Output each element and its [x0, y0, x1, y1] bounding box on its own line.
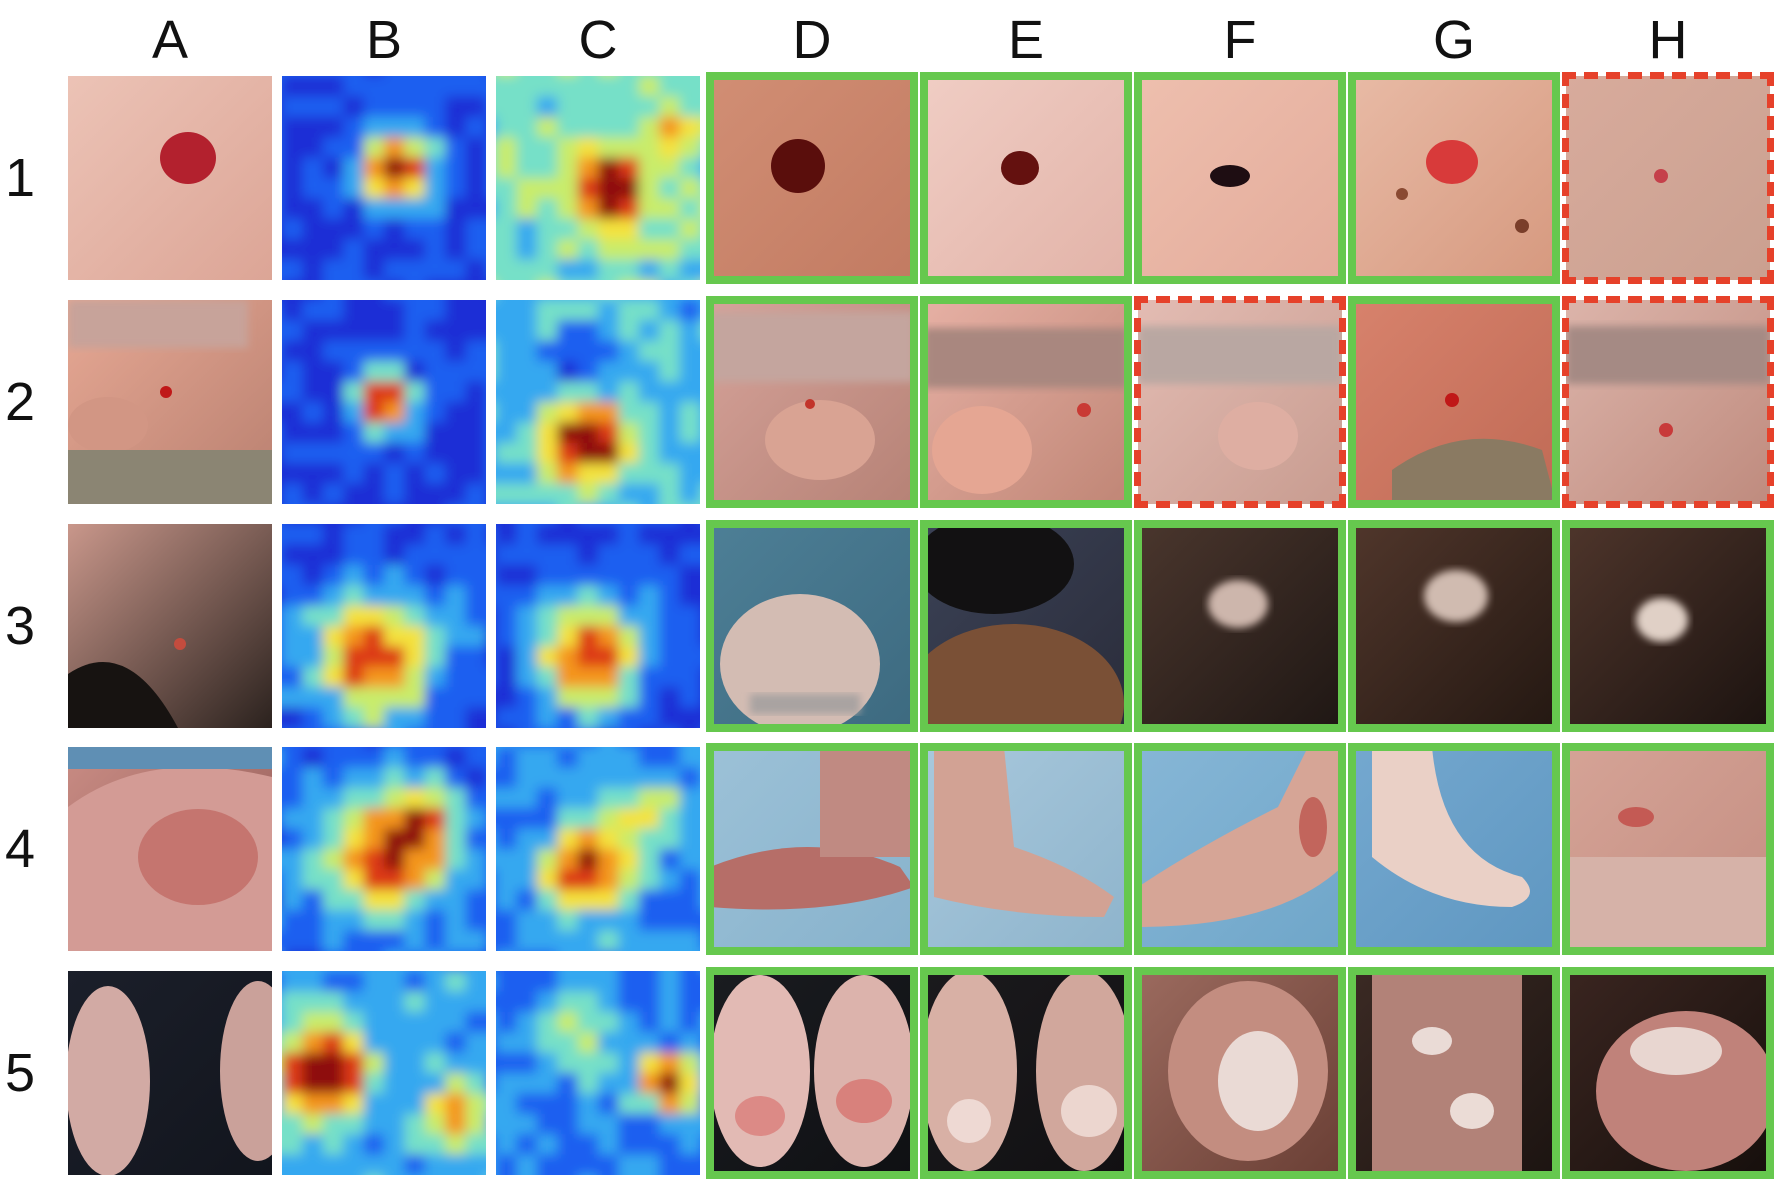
heatmap-image — [282, 747, 486, 951]
heatmap-image — [496, 76, 700, 280]
retrieved-image — [1352, 524, 1556, 728]
retrieved-image — [1138, 76, 1342, 280]
retrieved-image — [924, 747, 1128, 951]
heatmap-image — [496, 524, 700, 728]
column-label-h: H — [1648, 10, 1688, 70]
image-cell-5-g — [1352, 971, 1556, 1175]
image-cell-3-e — [924, 524, 1128, 728]
query-image — [68, 747, 272, 951]
row-label-4: 4 — [4, 819, 36, 879]
row-label-1: 1 — [4, 148, 36, 208]
image-cell-5-f — [1138, 971, 1342, 1175]
image-cell-5-b — [282, 971, 486, 1175]
column-label-d: D — [792, 10, 832, 70]
image-cell-4-e — [924, 747, 1128, 951]
image-cell-2-c — [496, 300, 700, 504]
image-cell-3-c — [496, 524, 700, 728]
retrieved-image — [1566, 524, 1770, 728]
retrieved-image — [924, 971, 1128, 1175]
image-cell-5-h — [1566, 971, 1770, 1175]
retrieved-image — [1352, 300, 1556, 504]
image-cell-5-a — [68, 971, 272, 1175]
heatmap-image — [496, 747, 700, 951]
retrieved-image — [1352, 747, 1556, 951]
retrieved-image — [1566, 747, 1770, 951]
image-cell-1-g — [1352, 76, 1556, 280]
retrieved-image — [1566, 300, 1770, 504]
image-cell-1-c — [496, 76, 700, 280]
query-image — [68, 971, 272, 1175]
image-cell-1-f — [1138, 76, 1342, 280]
image-cell-2-h — [1566, 300, 1770, 504]
image-cell-1-e — [924, 76, 1128, 280]
heatmap-image — [282, 524, 486, 728]
heatmap-image — [282, 971, 486, 1175]
retrieved-image — [1352, 971, 1556, 1175]
column-label-c: C — [578, 10, 618, 70]
image-cell-4-h — [1566, 747, 1770, 951]
column-label-g: G — [1432, 10, 1475, 70]
column-label-f: F — [1223, 10, 1257, 70]
retrieved-image — [924, 76, 1128, 280]
image-cell-3-g — [1352, 524, 1556, 728]
retrieved-image — [1138, 747, 1342, 951]
row-label-3: 3 — [4, 596, 36, 656]
image-cell-4-f — [1138, 747, 1342, 951]
image-cell-2-a — [68, 300, 272, 504]
image-cell-5-d — [710, 971, 914, 1175]
image-cell-4-c — [496, 747, 700, 951]
image-cell-2-e — [924, 300, 1128, 504]
image-cell-2-g — [1352, 300, 1556, 504]
image-cell-3-h — [1566, 524, 1770, 728]
query-image — [68, 524, 272, 728]
image-cell-2-f — [1138, 300, 1342, 504]
image-cell-2-d — [710, 300, 914, 504]
image-cell-5-c — [496, 971, 700, 1175]
retrieved-image — [1352, 76, 1556, 280]
image-cell-1-a — [68, 76, 272, 280]
retrieved-image — [1138, 524, 1342, 728]
image-cell-4-b — [282, 747, 486, 951]
query-image — [68, 300, 272, 504]
heatmap-image — [282, 76, 486, 280]
image-cell-1-b — [282, 76, 486, 280]
retrieved-image — [710, 76, 914, 280]
retrieved-image — [710, 971, 914, 1175]
retrieved-image — [924, 300, 1128, 504]
heatmap-image — [282, 300, 486, 504]
column-label-b: B — [365, 10, 403, 70]
image-cell-1-h — [1566, 76, 1770, 280]
row-label-5: 5 — [4, 1043, 36, 1103]
retrieved-image — [1138, 300, 1342, 504]
heatmap-image — [496, 300, 700, 504]
image-cell-4-a — [68, 747, 272, 951]
query-image — [68, 76, 272, 280]
image-cell-3-d — [710, 524, 914, 728]
image-cell-3-a — [68, 524, 272, 728]
image-cell-4-g — [1352, 747, 1556, 951]
column-label-a: A — [151, 10, 189, 70]
image-cell-3-b — [282, 524, 486, 728]
heatmap-image — [496, 971, 700, 1175]
image-cell-3-f — [1138, 524, 1342, 728]
row-label-2: 2 — [4, 372, 36, 432]
image-cell-2-b — [282, 300, 486, 504]
image-cell-5-e — [924, 971, 1128, 1175]
retrieved-image — [924, 524, 1128, 728]
retrieved-image — [710, 524, 914, 728]
retrieved-image — [710, 747, 914, 951]
retrieved-image — [1566, 76, 1770, 280]
retrieved-image — [710, 300, 914, 504]
retrieved-image — [1138, 971, 1342, 1175]
image-cell-4-d — [710, 747, 914, 951]
image-cell-1-d — [710, 76, 914, 280]
retrieved-image — [1566, 971, 1770, 1175]
column-label-e: E — [1007, 10, 1045, 70]
